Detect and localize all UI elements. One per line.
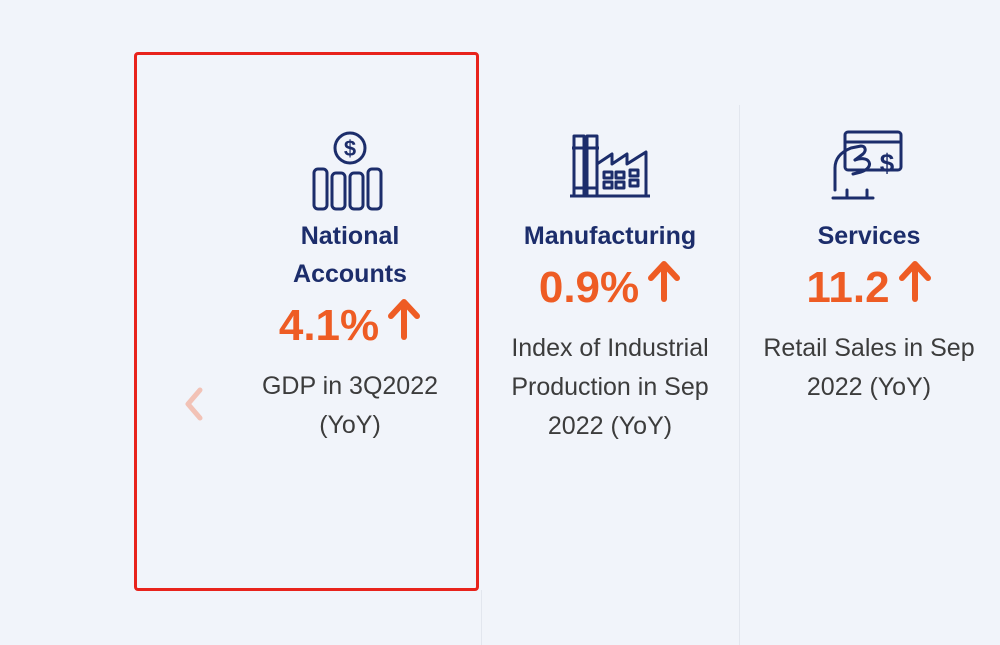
indicator-title: Manufacturing [524, 217, 696, 255]
indicator-card-services[interactable]: $ Services 11.2 Retail Sales in Sep 2022… [749, 128, 989, 407]
carousel-prev-button[interactable] [176, 382, 212, 426]
chevron-left-icon [185, 387, 203, 421]
indicator-description: Index of Industrial Production in Sep 20… [495, 329, 725, 446]
description-line: Retail Sales in Sep [763, 334, 975, 362]
card-divider [739, 105, 740, 645]
indicator-card-manufacturing[interactable]: Manufacturing 0.9% Index of Industrial P… [490, 128, 730, 446]
description-line: Production in Sep [511, 373, 709, 401]
title-line: Services [817, 222, 921, 250]
svg-text:$: $ [344, 136, 356, 161]
indicator-title: Services [818, 217, 921, 255]
indicator-description: GDP in 3Q2022 (YoY) [245, 367, 455, 445]
arrow-up-icon [647, 259, 681, 317]
indicator-title: National Accounts [293, 217, 407, 293]
indicator-value: 4.1% [278, 301, 380, 350]
indicator-value: 0.9% [538, 263, 640, 312]
factory-icon [568, 128, 652, 213]
selection-highlight-frame [134, 52, 479, 591]
description-line: 2022 (YoY) [806, 373, 932, 401]
card-divider [481, 590, 482, 645]
description-line: GDP in 3Q2022 [261, 372, 439, 400]
description-line: 2022 (YoY) [547, 412, 673, 440]
arrow-up-icon [898, 259, 932, 317]
dollar-pillars-icon: $ [308, 128, 392, 213]
indicator-value: 11.2 [806, 263, 890, 312]
title-line: Manufacturing [523, 222, 697, 250]
indicator-card-national-accounts[interactable]: $ National Accounts 4.1% GDP in 3Q2022 (… [230, 128, 470, 445]
indicator-value-row: 11.2 [806, 259, 931, 317]
title-line: Accounts [293, 260, 407, 288]
svg-text:$: $ [880, 148, 895, 178]
indicator-description: Retail Sales in Sep 2022 (YoY) [754, 329, 984, 407]
arrow-up-icon [387, 297, 421, 355]
description-line: (YoY) [319, 411, 381, 439]
indicator-value-row: 0.9% [539, 259, 681, 317]
indicator-value-row: 4.1% [279, 297, 421, 355]
title-line: National [300, 222, 400, 250]
card-payment-icon: $ [827, 128, 911, 213]
description-line: Index of Industrial [511, 334, 709, 362]
